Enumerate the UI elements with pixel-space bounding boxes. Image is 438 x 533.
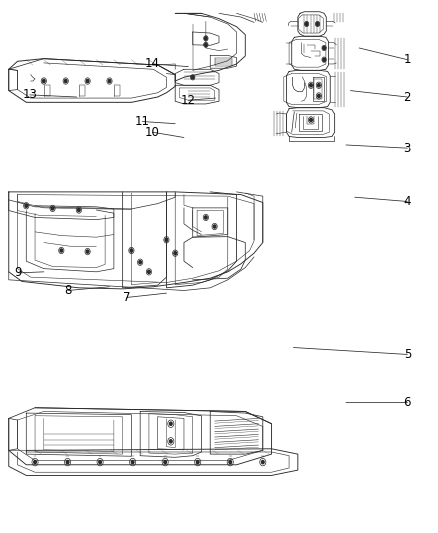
Circle shape [108,79,111,83]
Circle shape [131,461,134,464]
Circle shape [139,261,141,264]
Circle shape [86,79,89,83]
Circle shape [148,270,150,273]
Circle shape [170,440,172,443]
Text: 14: 14 [145,58,160,70]
Circle shape [99,461,102,464]
Circle shape [170,422,172,425]
Circle shape [25,204,28,207]
Text: 12: 12 [181,94,196,107]
Circle shape [305,22,308,26]
Text: 10: 10 [145,126,160,139]
Circle shape [66,461,69,464]
Text: 2: 2 [403,91,411,103]
Circle shape [310,84,312,87]
Circle shape [229,461,232,464]
Circle shape [318,84,320,87]
Circle shape [310,118,312,122]
Text: 5: 5 [404,348,411,361]
Circle shape [316,22,319,26]
Text: 13: 13 [22,88,37,101]
Circle shape [213,225,216,228]
Text: 1: 1 [403,53,411,66]
Circle shape [323,58,325,61]
Circle shape [51,207,54,210]
Circle shape [191,76,194,79]
Text: 4: 4 [403,195,411,208]
Text: 8: 8 [64,284,71,297]
Circle shape [78,208,80,212]
Text: 9: 9 [14,266,22,279]
Text: 6: 6 [403,396,411,409]
Circle shape [42,79,45,83]
Circle shape [174,252,177,255]
Circle shape [196,461,199,464]
Circle shape [261,461,264,464]
Circle shape [64,79,67,83]
Circle shape [164,461,166,464]
Text: 11: 11 [135,115,150,128]
Circle shape [86,250,89,253]
Text: 3: 3 [404,142,411,155]
Circle shape [60,249,63,252]
Text: 7: 7 [123,291,131,304]
Circle shape [34,461,36,464]
Circle shape [130,249,133,252]
Circle shape [205,37,207,40]
Circle shape [318,94,320,98]
Circle shape [165,238,168,241]
Circle shape [323,46,325,50]
Circle shape [205,43,207,46]
Circle shape [205,216,207,219]
